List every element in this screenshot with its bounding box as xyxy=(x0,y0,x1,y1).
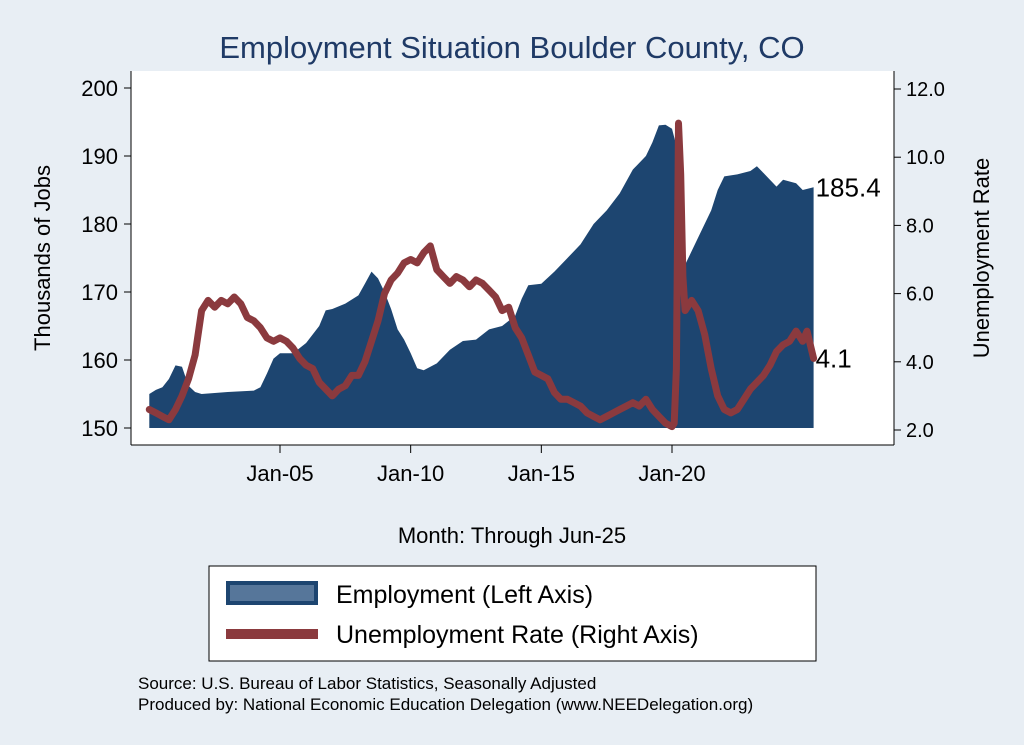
chart-title: Employment Situation Boulder County, CO xyxy=(219,30,804,65)
employment-area xyxy=(149,124,814,428)
y-right-axis-title: Unemployment Rate xyxy=(969,158,994,359)
employment-area-layer xyxy=(149,124,814,428)
unemployment-line-layer xyxy=(145,119,818,431)
legend-swatch-employment-inner xyxy=(230,585,314,601)
x-axis-ticks: Jan-05 Jan-10 Jan-15 Jan-20 xyxy=(246,445,706,486)
left-tick-label-2: 170 xyxy=(81,280,118,305)
produced-note: Produced by: National Economic Education… xyxy=(138,695,753,714)
left-tick-label-5: 200 xyxy=(81,76,118,101)
x-tick-label-0: Jan-05 xyxy=(246,461,313,486)
y-left-axis-title: Thousands of Jobs xyxy=(30,165,55,351)
right-tick-label-5: 12.0 xyxy=(906,79,945,101)
unemployment-last-value-label: 4.1 xyxy=(816,343,852,373)
left-tick-label-4: 190 xyxy=(81,144,118,169)
right-axis-ticks: 2.0 4.0 6.0 8.0 10.0 12.0 xyxy=(894,79,945,442)
x-tick-label-3: Jan-20 xyxy=(638,461,705,486)
right-tick-label-2: 6.0 xyxy=(906,284,934,306)
x-tick-label-2: Jan-15 xyxy=(508,461,575,486)
employment-last-value-label: 185.4 xyxy=(816,172,881,202)
left-axis-ticks: 150 160 170 180 190 200 xyxy=(81,76,131,441)
left-tick-label-3: 180 xyxy=(81,212,118,237)
source-note: Source: U.S. Bureau of Labor Statistics,… xyxy=(138,674,596,693)
left-tick-label-0: 150 xyxy=(81,416,118,441)
legend-label-unemployment: Unemployment Rate (Right Axis) xyxy=(336,621,699,649)
unemployment-line xyxy=(145,119,818,431)
left-tick-label-1: 160 xyxy=(81,348,118,373)
right-tick-label-1: 4.0 xyxy=(906,352,934,374)
right-tick-label-0: 2.0 xyxy=(906,420,934,442)
x-axis-title: Month: Through Jun-25 xyxy=(398,523,626,548)
legend-label-employment: Employment (Left Axis) xyxy=(336,581,593,609)
legend: Employment (Left Axis) Unemployment Rate… xyxy=(208,565,817,662)
legend-item-unemployment: Unemployment Rate (Right Axis) xyxy=(226,621,699,649)
right-tick-label-3: 8.0 xyxy=(906,215,934,237)
legend-item-employment: Employment (Left Axis) xyxy=(226,581,593,609)
right-tick-label-4: 10.0 xyxy=(906,147,945,169)
x-tick-label-1: Jan-10 xyxy=(377,461,444,486)
